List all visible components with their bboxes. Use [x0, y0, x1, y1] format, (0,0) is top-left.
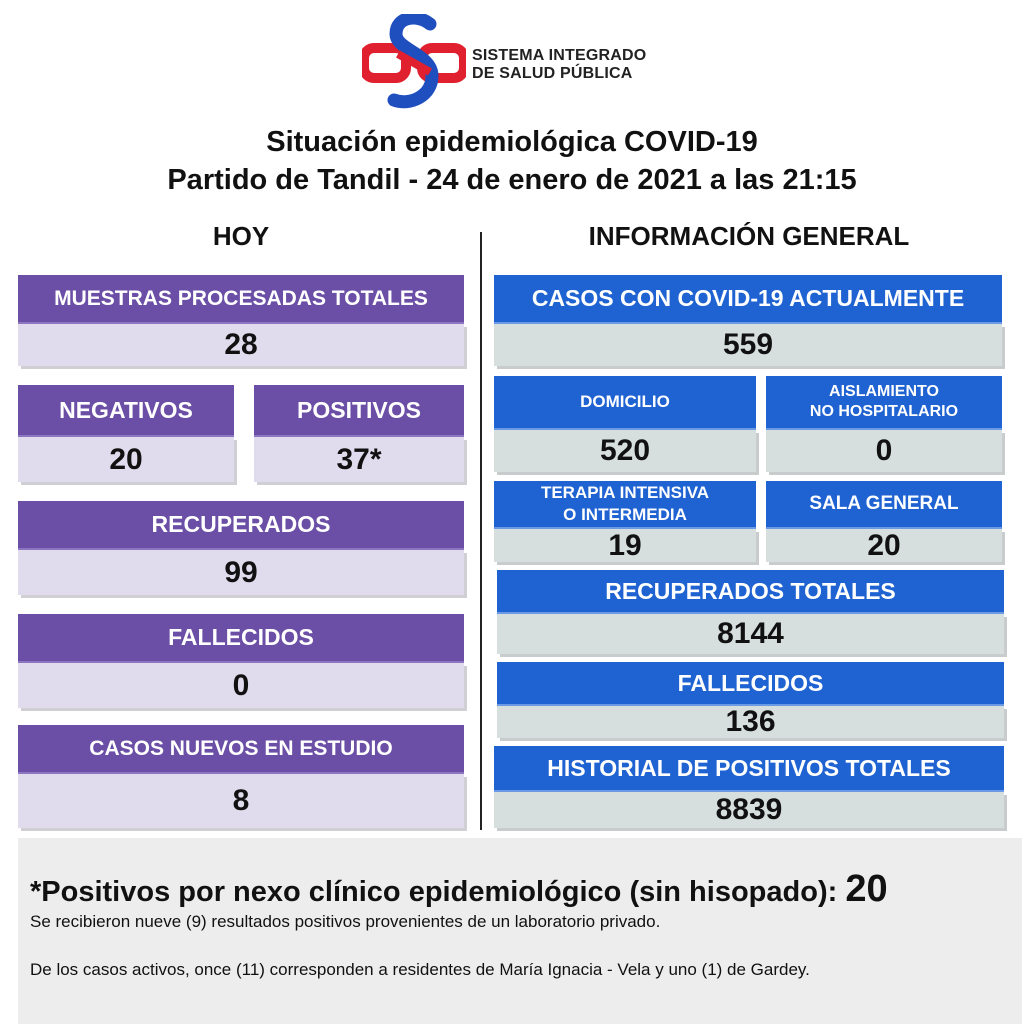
terapia-label: TERAPIA INTENSIVA O INTERMEDIA	[494, 481, 756, 529]
muestras-label: MUESTRAS PROCESADAS TOTALES	[18, 275, 464, 324]
sisp-logo	[362, 14, 466, 109]
recuperados-value: 99	[18, 550, 464, 595]
aislamiento-label-line2: NO HOSPITALARIO	[809, 403, 959, 420]
terapia-label-line1: TERAPIA INTENSIVA	[540, 483, 710, 502]
aislamiento-value: 0	[766, 430, 1002, 472]
negativos-value: 20	[18, 437, 234, 482]
brand-name: SISTEMA INTEGRADO DE SALUD PÚBLICA	[472, 47, 646, 83]
recuperados-totales-label: RECUPERADOS TOTALES	[497, 570, 1004, 614]
note-title-value: 20	[845, 868, 888, 910]
note-panel	[18, 838, 1022, 1024]
recuperados-label: RECUPERADOS	[18, 501, 464, 550]
fallecidos-general-value: 136	[497, 705, 1004, 738]
positivos-value: 37*	[254, 437, 464, 482]
actuales-label: CASOS CON COVID-19 ACTUALMENTE	[494, 275, 1002, 324]
en-estudio-label: CASOS NUEVOS EN ESTUDIO	[18, 725, 464, 774]
page-title: Situación epidemiológica COVID-19	[266, 126, 758, 158]
page-subtitle: Partido de Tandil - 24 de enero de 2021 …	[167, 164, 857, 196]
note-line-2: De los casos activos, once (11) correspo…	[30, 960, 810, 979]
aislamiento-label: AISLAMIENTO NO HOSPITALARIO	[766, 376, 1002, 430]
historial-value: 8839	[494, 792, 1004, 828]
note-title-text: *Positivos por nexo clínico epidemiológi…	[30, 876, 838, 908]
historial-label: HISTORIAL DE POSITIVOS TOTALES	[494, 746, 1004, 792]
muestras-value: 28	[18, 324, 464, 366]
sala-label: SALA GENERAL	[766, 481, 1002, 529]
fallecidos-general-label: FALLECIDOS	[497, 662, 1004, 706]
sala-value: 20	[766, 529, 1002, 562]
actuales-value: 559	[494, 324, 1002, 366]
note-title: *Positivos por nexo clínico epidemiológi…	[30, 868, 888, 911]
negativos-label: NEGATIVOS	[18, 385, 234, 437]
hoy-heading: HOY	[212, 221, 270, 251]
general-heading: INFORMACIÓN GENERAL	[588, 221, 910, 251]
recuperados-totales-value: 8144	[497, 614, 1004, 654]
note-line-1: Se recibieron nueve (9) resultados posit…	[30, 912, 661, 931]
positivos-label: POSITIVOS	[254, 385, 464, 437]
aislamiento-label-line1: AISLAMIENTO	[829, 383, 939, 400]
fallecidos-hoy-label: FALLECIDOS	[18, 614, 464, 663]
en-estudio-value: 8	[18, 774, 464, 828]
terapia-label-line2: O INTERMEDIA	[563, 505, 687, 524]
column-divider	[480, 232, 482, 830]
terapia-value: 19	[494, 529, 756, 562]
domicilio-value: 520	[494, 430, 756, 472]
brand-line-2: DE SALUD PÚBLICA	[472, 65, 633, 82]
brand-line-1: SISTEMA INTEGRADO	[472, 47, 647, 64]
domicilio-label: DOMICILIO	[494, 376, 756, 430]
fallecidos-hoy-value: 0	[18, 663, 464, 708]
